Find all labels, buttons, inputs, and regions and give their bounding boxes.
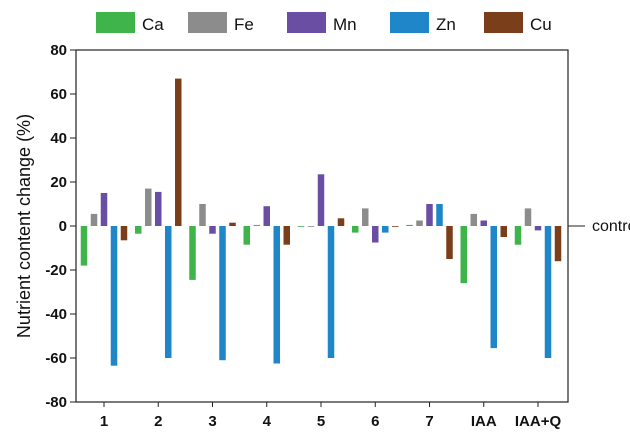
legend-label-mn: Mn — [333, 15, 357, 34]
bar-mn-7 — [426, 204, 433, 226]
bar-cu-4 — [283, 226, 290, 245]
bar-mn-iaa-q — [534, 226, 542, 231]
bar-ca-5 — [297, 226, 305, 227]
bar-zn-2 — [165, 226, 172, 358]
bar-cu-1 — [120, 226, 128, 241]
bar-ca-1 — [80, 226, 88, 266]
bar-mn-iaa — [480, 220, 487, 226]
bar-ca-iaa-q — [514, 226, 522, 245]
y-tick-label: -20 — [45, 262, 67, 279]
legend-label-ca: Ca — [142, 15, 164, 34]
control-annotation: control — [592, 218, 630, 235]
x-tick-label: 1 — [100, 413, 108, 430]
x-tick-label: 5 — [317, 413, 325, 430]
bar-fe-4 — [253, 224, 260, 226]
legend-swatch-mn — [287, 12, 326, 33]
bar-ca-4 — [243, 226, 250, 245]
y-tick-label: 60 — [50, 86, 67, 103]
legend-swatch-cu — [484, 12, 523, 33]
bar-cu-iaa — [500, 226, 507, 237]
bar-fe-5 — [307, 226, 315, 227]
bar-ca-7 — [406, 224, 413, 226]
legend-label-fe: Fe — [234, 15, 254, 34]
bar-ca-6 — [352, 226, 359, 233]
bar-fe-iaa — [470, 213, 477, 226]
x-tick-label: 6 — [371, 413, 379, 430]
bar-zn-4 — [273, 226, 280, 364]
x-tick-label: 7 — [425, 413, 433, 430]
bar-fe-1 — [90, 213, 98, 226]
bar-cu-6 — [392, 226, 399, 227]
bar-zn-5 — [327, 226, 335, 358]
bar-cu-5 — [337, 218, 345, 226]
bar-zn-iaa — [490, 226, 497, 349]
y-tick-label: 20 — [50, 174, 67, 191]
bar-zn-iaa-q — [544, 226, 552, 358]
legend: Ca Fe Mn Zn Cu — [96, 12, 552, 34]
x-tick-label: IAA+Q — [515, 413, 562, 430]
bar-zn-6 — [382, 226, 389, 233]
bar-mn-5 — [317, 174, 325, 226]
y-tick-label: 80 — [50, 42, 67, 59]
bar-fe-7 — [416, 220, 423, 226]
bar-mn-1 — [100, 193, 108, 226]
legend-swatch-zn — [390, 12, 429, 33]
bar-fe-3 — [199, 204, 206, 226]
y-tick-label: 40 — [50, 130, 67, 147]
bar-zn-1 — [110, 226, 118, 366]
x-tick-label: 3 — [208, 413, 216, 430]
bar-mn-4 — [263, 206, 270, 226]
legend-label-zn: Zn — [436, 15, 456, 34]
y-tick-label: -60 — [45, 350, 67, 367]
bar-cu-2 — [175, 78, 182, 226]
bar-zn-3 — [219, 226, 226, 361]
bar-mn-2 — [155, 191, 162, 226]
bar-mn-6 — [372, 226, 379, 243]
y-axis-title: Nutrient content change (%) — [14, 114, 34, 338]
legend-swatch-ca — [96, 12, 135, 33]
x-tick-label: 2 — [154, 413, 162, 430]
legend-label-cu: Cu — [530, 15, 552, 34]
bar-zn-7 — [436, 204, 443, 226]
bar-mn-3 — [209, 226, 216, 234]
bars — [80, 78, 562, 366]
y-axis: 80 60 40 20 0 -20 -40 -60 -80 — [45, 42, 76, 411]
y-tick-label: -40 — [45, 306, 67, 323]
bar-ca-iaa — [460, 226, 467, 284]
x-axis: 1 2 3 4 5 6 7 IAA IAA+Q — [100, 402, 562, 430]
bar-fe-6 — [362, 208, 369, 226]
bar-cu-3 — [229, 222, 236, 226]
legend-swatch-fe — [188, 12, 227, 33]
y-tick-label: -80 — [45, 394, 67, 411]
y-tick-label: 0 — [59, 218, 67, 235]
bar-ca-3 — [189, 226, 196, 280]
bar-cu-7 — [446, 226, 453, 259]
bar-fe-iaa-q — [524, 208, 532, 226]
x-tick-label: IAA — [471, 413, 497, 430]
bar-cu-iaa-q — [554, 226, 562, 262]
bar-fe-2 — [145, 188, 152, 226]
bar-ca-2 — [135, 226, 142, 234]
x-tick-label: 4 — [263, 413, 272, 430]
